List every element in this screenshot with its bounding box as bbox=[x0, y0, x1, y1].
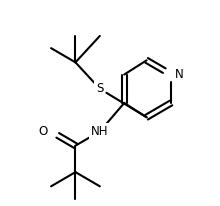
Text: NH: NH bbox=[91, 125, 109, 138]
Text: S: S bbox=[96, 82, 104, 95]
Text: N: N bbox=[175, 68, 183, 81]
Text: O: O bbox=[38, 125, 47, 138]
